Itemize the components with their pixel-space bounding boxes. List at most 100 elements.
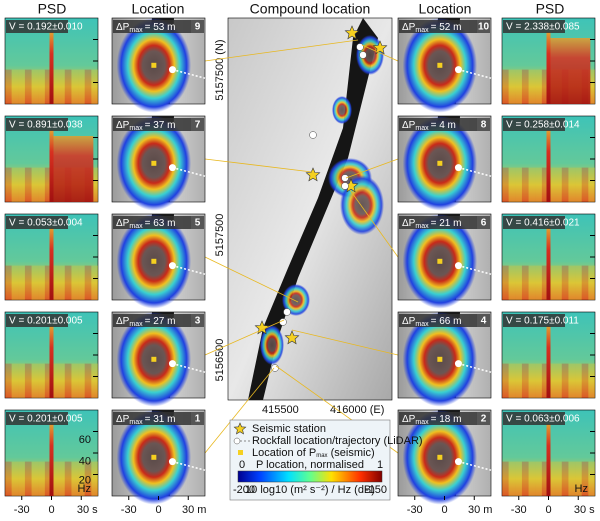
psd-band [11,265,19,300]
panel-number-box [191,216,204,229]
psd-band [515,265,522,300]
location-label: ΔPmax = 53 m [116,22,175,34]
text-part: ΔP [402,120,416,131]
text-part: = 66 m [431,316,462,327]
psd-band [84,461,92,496]
map-x-tick-label: 415500 [262,404,299,416]
rockfall-dot [356,43,364,51]
pmax-square [437,356,443,362]
panel-number-box [477,412,490,425]
panel-number: 3 [195,316,201,327]
psd-band [31,461,39,496]
legend-label: Rockfall location/trajectory (LiDAR) [252,435,423,447]
psd-band [11,69,19,104]
psd-band [44,167,52,202]
map-y-tick-label: 5157500 [214,214,226,257]
psd-label-box [503,20,565,33]
psd-band [588,265,595,300]
x-tick-label: 0 [441,504,447,516]
header: PSD [38,1,67,17]
rockfall-dot [279,318,287,326]
legend-star [233,422,247,435]
psd-band [581,265,589,300]
psd-band [515,461,522,496]
psd-band [502,265,509,300]
x-tick-label: 0 [155,504,161,516]
psd-band [51,461,59,496]
psd-spike [49,326,54,398]
text-part: ΔP [402,316,416,327]
psd-label: V = 0.416±0.021 [506,218,580,229]
psd-band [561,265,569,300]
psd-label-box [6,216,68,229]
header: Compound location [250,1,371,17]
panel-number: 6 [481,218,487,229]
text-part: max [415,419,429,426]
psd-energy [548,38,591,104]
psd-band [91,167,98,202]
psd-band [31,69,39,104]
panel-number: 5 [195,218,201,229]
psd-band [5,363,12,398]
psd-band [528,167,536,202]
rockfall-dot [454,66,462,74]
psd-band [561,461,569,496]
psd-band [588,69,595,104]
trajectory [172,68,206,79]
connector [291,329,399,356]
text-part: max [415,27,429,34]
connector [361,44,399,62]
psd-band [568,363,576,398]
panel-number: 9 [195,22,201,33]
text-part: = 27 m [145,316,176,327]
psd-band [5,69,12,104]
rockfall-dot [168,458,176,466]
psd-label-box [6,412,68,425]
psd-band [508,363,516,398]
x-tick-label: -30 [121,504,137,516]
psd-band [528,363,536,398]
psd-band [535,69,542,104]
psd-band [535,363,542,398]
psd-band [58,69,65,104]
location-blob [282,284,310,316]
psd-band [44,69,52,104]
psd-band [575,461,582,496]
header: PSD [536,1,565,17]
psd-band [64,69,72,104]
psd-band [58,363,65,398]
psd-band [64,363,72,398]
text-part: max [129,125,143,132]
psd-band [502,167,509,202]
text-part: Location of P [252,447,316,459]
connector [204,256,299,303]
x-tick-label: 30 s [77,504,98,516]
panel-number: 10 [478,22,490,33]
psd-label-box [6,118,68,131]
psd-band [535,265,542,300]
panel-number-box [477,216,490,229]
x-tick-label: 30 m [182,504,206,516]
text-part: max [129,27,143,34]
text-part: ΔP [116,22,130,33]
psd-band [84,265,92,300]
psd-band [528,461,536,496]
location-blob [340,175,384,235]
location-label: ΔPmax = 63 m [116,218,175,230]
psd-band [18,69,25,104]
psd-y-unit: Hz [78,483,91,495]
psd-band [541,69,549,104]
location-label-box [399,314,490,327]
location-label-box [113,412,204,425]
psd-band [91,69,98,104]
panel-number: 2 [481,414,487,425]
psd-band [575,265,582,300]
colorbar-tick: 1 [377,459,383,471]
psd-band [528,69,536,104]
psd-band [5,461,12,496]
text-part: max [415,321,429,328]
location-label: ΔPmax = 27 m [116,316,175,328]
connector [204,319,285,356]
psd-label-box [503,314,565,327]
map-y-tick-label: 5157500 (N) [214,39,226,100]
